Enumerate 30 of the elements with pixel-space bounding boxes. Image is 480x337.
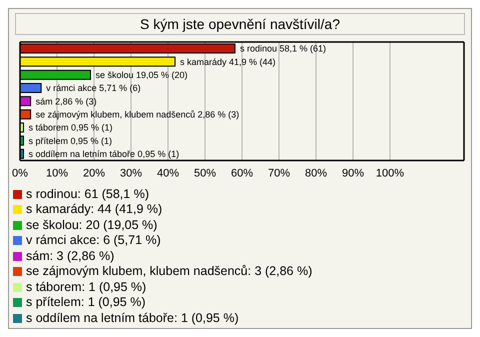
legend-label: se zájmovým klubem, klubem nadšenců: 3 (2,86 %) [26,264,312,278]
legend-label: s táborem: 1 (0,95 %) [26,280,146,294]
x-tick-label: 60% [230,167,254,180]
legend-label: s kamarády: 44 (41,9 %) [26,202,162,216]
legend-label: s přítelem: 1 (0,95 %) [26,295,146,309]
data-label: s kamarády 41,9 % (44) [180,56,276,67]
data-label: s oddílem na letním táboře 0,95 % (1) [28,149,180,160]
legend-label: se školou: 20 (19,05 %) [26,218,158,232]
data-label: v rámci akce 5,71 % (6) [46,83,141,94]
data-label: s rodinou 58,1 % (61) [240,44,326,54]
legend-label: s oddílem na letním táboře: 1 (0,95 %) [26,310,239,324]
x-tick-label: 100% [376,167,404,180]
x-tick-label: 50% [194,167,216,180]
x-tick-label: 40% [156,167,180,180]
chart-title: S kým jste opevnění navštívil/a? [15,13,465,35]
x-tick-label: 30% [120,167,142,180]
legend-label: s rodinou: 61 (58,1 %) [26,186,149,200]
data-label: se školou 19,05 % (20) [95,70,188,80]
x-tick-label: 0% [12,167,28,180]
x-tick-label: 90% [342,167,364,180]
x-tick-label: 20% [82,167,106,180]
legend-label: sám: 3 (2,86 %) [26,248,114,262]
data-label: se zájmovým klubem, klubem nadšenců 2,86 % (3) [36,110,240,120]
legend-label: v rámci akce: 6 (5,71 %) [26,233,161,247]
data-label: sám 2,86 % (3) [36,96,97,106]
x-tick-label: 70% [268,167,290,180]
data-label: s přítelem 0,95 % (1) [28,136,112,146]
data-label: s táborem 0,95 % (1) [28,122,113,133]
x-tick-label: 10% [46,167,68,180]
x-tick-label: 80% [304,167,328,180]
